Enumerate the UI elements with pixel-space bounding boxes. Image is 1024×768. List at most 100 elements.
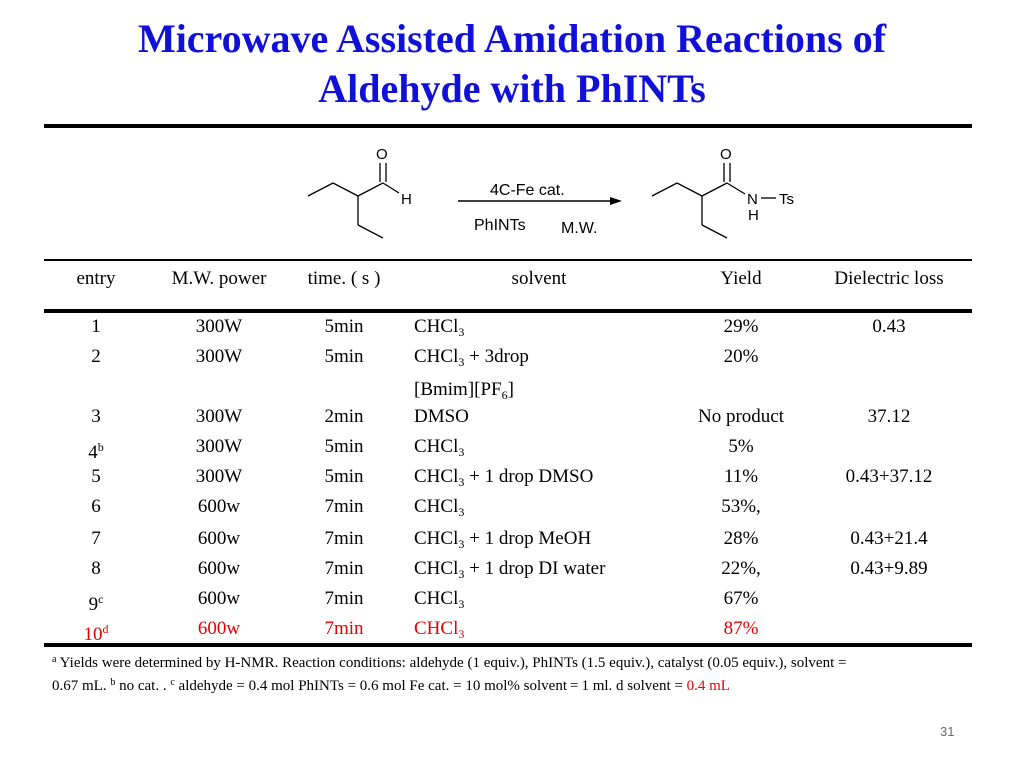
entry-number: 3 xyxy=(91,406,101,427)
entry-number: 9 xyxy=(88,594,99,615)
cell-entry: 9c xyxy=(66,588,126,616)
solvent-subscript: 3 xyxy=(458,627,465,641)
cell-solvent: CHCl3 xyxy=(414,436,684,463)
cell-time: 5min xyxy=(324,466,364,487)
entry-number: 1 xyxy=(91,316,101,337)
header-solvent: solvent xyxy=(511,268,567,289)
cell-power: 300W xyxy=(195,436,243,457)
cell-dielectric: 0.43+37.12 xyxy=(845,466,933,487)
cell-solvent: CHCl3 + 1 drop DMSO xyxy=(414,466,684,493)
solvent-main: CHCl xyxy=(414,466,459,487)
footnote-b-text: no cat. . xyxy=(115,678,171,694)
arrow-label-bottom-left: PhINTs xyxy=(474,217,526,234)
solvent-main: CHCl xyxy=(414,316,459,337)
solvent-main: CHCl xyxy=(414,618,459,639)
cell-time: 5min xyxy=(324,316,364,337)
cell-solvent: DMSO xyxy=(414,406,684,428)
cell-solvent: CHCl3 xyxy=(414,588,684,615)
cell-power: 300W xyxy=(195,316,243,337)
header-dielectric: Dielectric loss xyxy=(834,268,944,289)
solvent-main: CHCl xyxy=(414,346,459,367)
table-row: 5 300W 5min CHCl3 + 1 drop DMSO 11% 0.43+37.1… xyxy=(44,466,972,496)
cell-time: 7min xyxy=(324,588,364,609)
cell-entry: 2 xyxy=(66,346,126,368)
solvent-subscript: 3 xyxy=(458,475,465,489)
cell-yield: 29% xyxy=(723,316,759,337)
cell-power: 300W xyxy=(195,346,243,367)
footnote-b-mark: b xyxy=(110,677,116,688)
solvent-subscript: 3 xyxy=(458,505,465,519)
reactant-structure xyxy=(307,163,400,239)
solvent-line-2: [Bmim][PF6] xyxy=(414,379,684,406)
cell-yield: 5% xyxy=(728,436,754,457)
cell-yield: No product xyxy=(697,406,784,427)
table-row: 1 300W 5min CHCl3 29% 0.43 xyxy=(44,316,972,346)
cell-solvent: CHCl3 + 1 drop MeOH xyxy=(414,528,684,555)
footnote-c-mark: c xyxy=(170,677,175,688)
cell-entry: 4b xyxy=(66,436,126,464)
header-time: time. ( s ) xyxy=(307,268,381,289)
entry-footnote-mark: b xyxy=(97,440,104,454)
cell-yield: 28% xyxy=(723,528,759,549)
cell-yield: 53%, xyxy=(721,496,761,517)
entry-number: 8 xyxy=(91,558,101,579)
entry-number: 4 xyxy=(88,442,98,463)
table-row: 3 300W 2min DMSO No product 37.12 xyxy=(44,406,972,436)
footnote-a-text: Yields were determined by H-NMR. Reactio… xyxy=(56,655,847,671)
cell-entry: 7 xyxy=(66,528,126,550)
title-line-2: Aldehyde with PhINTs xyxy=(318,66,706,111)
solvent-additive: + 3drop xyxy=(464,346,529,367)
footnote-d-value: 0.4 mL xyxy=(686,678,730,694)
cell-entry: 10d xyxy=(66,618,126,646)
cell-dielectric: 0.43+9.89 xyxy=(850,558,928,579)
cell-dielectric: 0.43+21.4 xyxy=(850,528,928,549)
solvent-subscript: 3 xyxy=(458,355,465,369)
solvent-additive: + 1 drop DMSO xyxy=(464,466,594,487)
slide-title: Microwave Assisted Amidation Reactions o… xyxy=(0,14,1024,114)
arrow-label-top: 4C-Fe cat. xyxy=(490,182,565,199)
footnote-line2-start: 0.67 mL. xyxy=(52,678,111,694)
table-row: 6 600w 7min CHCl3 53%, xyxy=(44,496,972,526)
reactant-oxygen: O xyxy=(376,146,388,163)
footnote-c-text: aldehyde = 0.4 mol PhINTs = 0.6 mol Fe c… xyxy=(174,678,687,694)
solvent-line2-tail: ] xyxy=(507,379,514,400)
solvent-main: DMSO xyxy=(414,406,469,427)
arrow-label-bottom-right: M.W. xyxy=(561,220,597,237)
page-number: 31 xyxy=(940,724,955,739)
cell-time: 7min xyxy=(324,618,364,639)
reaction-scheme: O H 4C-Fe cat. PhINTs M.W. O N H Ts xyxy=(307,146,794,239)
product-tosyl: Ts xyxy=(779,191,794,208)
cell-dielectric: 37.12 xyxy=(867,406,911,427)
header-entry: entry xyxy=(76,268,116,289)
title-line-1: Microwave Assisted Amidation Reactions o… xyxy=(137,16,887,61)
reactant-hydrogen: H xyxy=(401,191,412,208)
cell-power: 600w xyxy=(197,558,241,579)
arrow-head xyxy=(610,197,622,205)
cell-power: 600w xyxy=(197,618,241,639)
solvent-main: CHCl xyxy=(414,558,459,579)
cell-dielectric: 0.43 xyxy=(872,316,906,337)
cell-time: 7min xyxy=(324,496,364,517)
table-row: 8 600w 7min CHCl3 + 1 drop DI water 22%, 0.43… xyxy=(44,558,972,588)
entry-number: 7 xyxy=(91,528,101,549)
entry-number: 10 xyxy=(83,624,103,645)
solvent-additive: + 1 drop MeOH xyxy=(464,528,592,549)
solvent-additive: + 1 drop DI water xyxy=(464,558,606,579)
solvent-subscript: 3 xyxy=(458,325,465,339)
solvent-subscript: 3 xyxy=(458,537,465,551)
solvent-line2-subscript: 6 xyxy=(501,388,508,402)
scheme-rule xyxy=(44,259,972,261)
solvent-subscript: 3 xyxy=(458,445,465,459)
header-rule xyxy=(44,309,972,313)
cell-yield: 67% xyxy=(723,588,759,609)
entry-number: 5 xyxy=(91,466,101,487)
bottom-rule xyxy=(44,643,972,647)
solvent-main: CHCl xyxy=(414,436,459,457)
cell-solvent: CHCl3 + 3drop [Bmim][PF6] xyxy=(414,346,684,406)
product-nitrogen: N xyxy=(747,191,758,208)
cell-solvent: CHCl3 + 1 drop DI water xyxy=(414,558,684,585)
product-oxygen: O xyxy=(720,146,732,163)
entry-footnote-mark: d xyxy=(102,622,109,636)
solvent-subscript: 3 xyxy=(458,567,465,581)
footnote: a Yields were determined by H-NMR. React… xyxy=(52,650,972,696)
